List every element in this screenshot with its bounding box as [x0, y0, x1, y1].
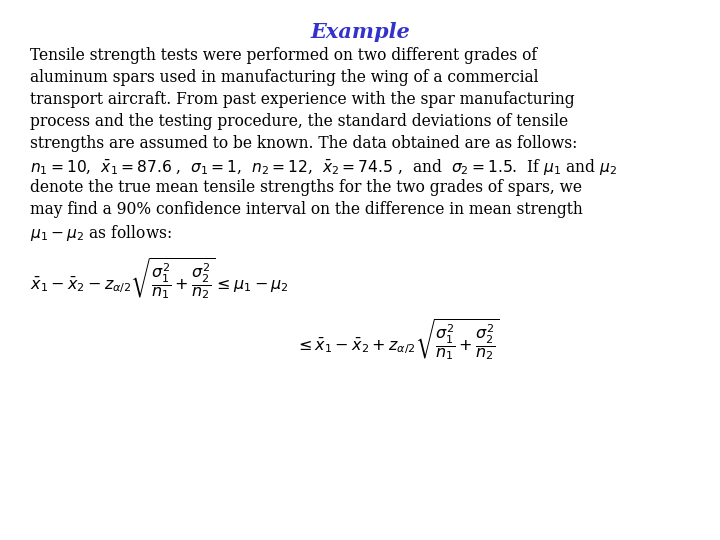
Text: $\leq \bar{x}_1 - \bar{x}_2 + z_{\alpha/2}\sqrt{\dfrac{\sigma_1^2}{n_1} + \dfrac: $\leq \bar{x}_1 - \bar{x}_2 + z_{\alpha/…	[295, 318, 500, 362]
Text: aluminum spars used in manufacturing the wing of a commercial: aluminum spars used in manufacturing the…	[30, 69, 539, 86]
Text: $\mu_1 - \mu_2$ as follows:: $\mu_1 - \mu_2$ as follows:	[30, 223, 172, 243]
Text: denote the true mean tensile strengths for the two grades of spars, we: denote the true mean tensile strengths f…	[30, 179, 582, 196]
Text: strengths are assumed to be known. The data obtained are as follows:: strengths are assumed to be known. The d…	[30, 135, 577, 152]
Text: transport aircraft. From past experience with the spar manufacturing: transport aircraft. From past experience…	[30, 91, 575, 108]
Text: $n_1 = 10$,  $\bar{x}_1 = 87.6$ ,  $\sigma_1 = 1$,  $n_2 = 12$,  $\bar{x}_2 = 74: $n_1 = 10$, $\bar{x}_1 = 87.6$ , $\sigma…	[30, 157, 618, 177]
Text: Tensile strength tests were performed on two different grades of: Tensile strength tests were performed on…	[30, 47, 537, 64]
Text: may find a 90% confidence interval on the difference in mean strength: may find a 90% confidence interval on th…	[30, 201, 582, 218]
Text: Example: Example	[310, 22, 410, 42]
Text: process and the testing procedure, the standard deviations of tensile: process and the testing procedure, the s…	[30, 113, 568, 130]
Text: $\bar{x}_1 - \bar{x}_2 - z_{\alpha/2}\sqrt{\dfrac{\sigma_1^2}{n_1} + \dfrac{\sig: $\bar{x}_1 - \bar{x}_2 - z_{\alpha/2}\sq…	[30, 256, 289, 301]
